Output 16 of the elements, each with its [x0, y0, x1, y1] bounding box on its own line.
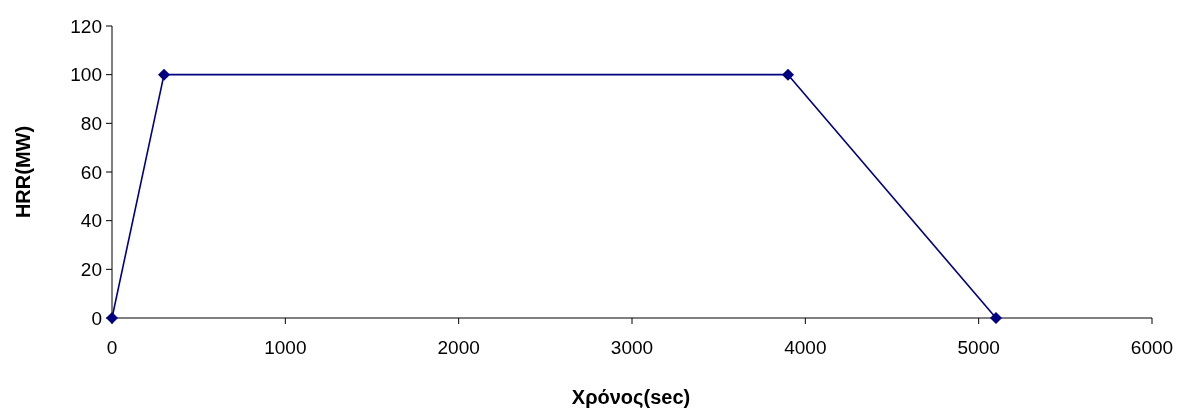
y-axis-title: HRR(MW) — [12, 125, 34, 219]
x-tick-label: 4000 — [784, 337, 827, 358]
y-tick-label: 20 — [80, 258, 102, 280]
y-tick-label: 120 — [70, 15, 102, 37]
x-tick-label: 5000 — [957, 337, 1000, 358]
x-axis-title: Χρόνος(sec) — [571, 386, 691, 408]
x-tick-label: 6000 — [1130, 337, 1174, 358]
x-tick-label: 2000 — [437, 337, 480, 358]
y-tick-label: 0 — [91, 307, 102, 329]
y-tick-label: 80 — [80, 112, 102, 134]
x-tick-label: 0 — [106, 337, 118, 358]
y-tick-label: 40 — [80, 210, 102, 232]
y-tick-label: 60 — [80, 161, 102, 183]
x-tick-label: 1000 — [264, 337, 307, 358]
x-tick-label: 3000 — [610, 337, 654, 358]
y-tick-label: 100 — [70, 64, 102, 86]
